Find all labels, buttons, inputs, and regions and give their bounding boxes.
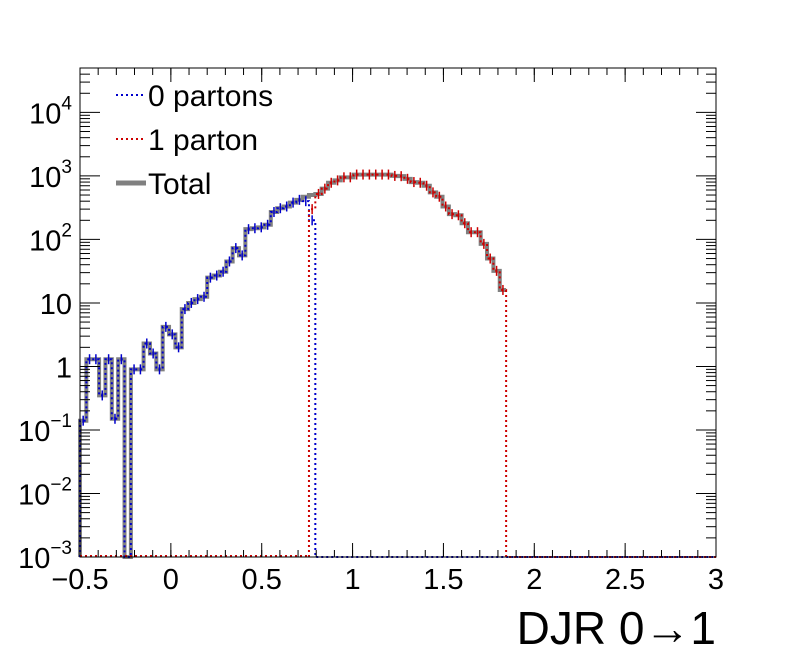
x-tick-label: 0.5 (242, 564, 282, 596)
y-tick-label: 102 (29, 220, 72, 257)
legend-label-1-parton: 1 parton (148, 124, 258, 157)
legend-item-total: Total (116, 168, 211, 201)
y-tick-base: 10 (29, 162, 61, 194)
y-tick-base: 10 (18, 543, 50, 575)
y-tick-base: 10 (18, 416, 50, 448)
x-tick-label: 3 (708, 564, 724, 596)
legend-label-total: Total (148, 168, 211, 201)
y-tick-base: 10 (18, 479, 50, 511)
y-tick-exponent: 2 (61, 220, 72, 241)
y-tick-label: 10 (40, 289, 72, 321)
x-tick-label: 2 (526, 564, 542, 596)
legend: 0 partons 1 parton Total (116, 80, 273, 201)
x-tick-label: 1.5 (423, 564, 463, 596)
y-tick-label: 10−1 (18, 411, 72, 448)
x-tick-label: −0.5 (51, 564, 108, 596)
y-tick-label: 10−3 (18, 538, 72, 575)
y-tick-label: 104 (29, 93, 72, 130)
y-tick-base: 10 (29, 225, 61, 257)
x-tick-label: 1 (345, 564, 361, 596)
y-tick-base: 10 (29, 98, 61, 130)
legend-item-1-parton: 1 parton (116, 124, 258, 157)
y-tick-label: 103 (29, 157, 72, 194)
axes-layer: −0.5 0 0.5 1 1.5 2 2.5 310−310−210−111010210310… (18, 68, 724, 596)
x-tick-label: 0 (163, 564, 179, 596)
x-axis-title: DJR 0→1 (517, 602, 716, 654)
y-tick-exponent: −1 (50, 411, 72, 432)
x-tick-label: 2.5 (605, 564, 645, 596)
y-tick-label: 1 (56, 352, 72, 384)
y-tick-exponent: 3 (61, 157, 72, 178)
legend-item-0-partons: 0 partons (116, 80, 273, 113)
y-tick-label: 10−2 (18, 474, 72, 511)
series-1-parton (80, 169, 716, 558)
legend-label-0-partons: 0 partons (148, 80, 273, 113)
series-line-1-parton (307, 173, 716, 558)
y-tick-exponent: −2 (50, 474, 72, 495)
y-tick-exponent: −3 (50, 538, 72, 559)
y-tick-exponent: 4 (61, 93, 72, 114)
